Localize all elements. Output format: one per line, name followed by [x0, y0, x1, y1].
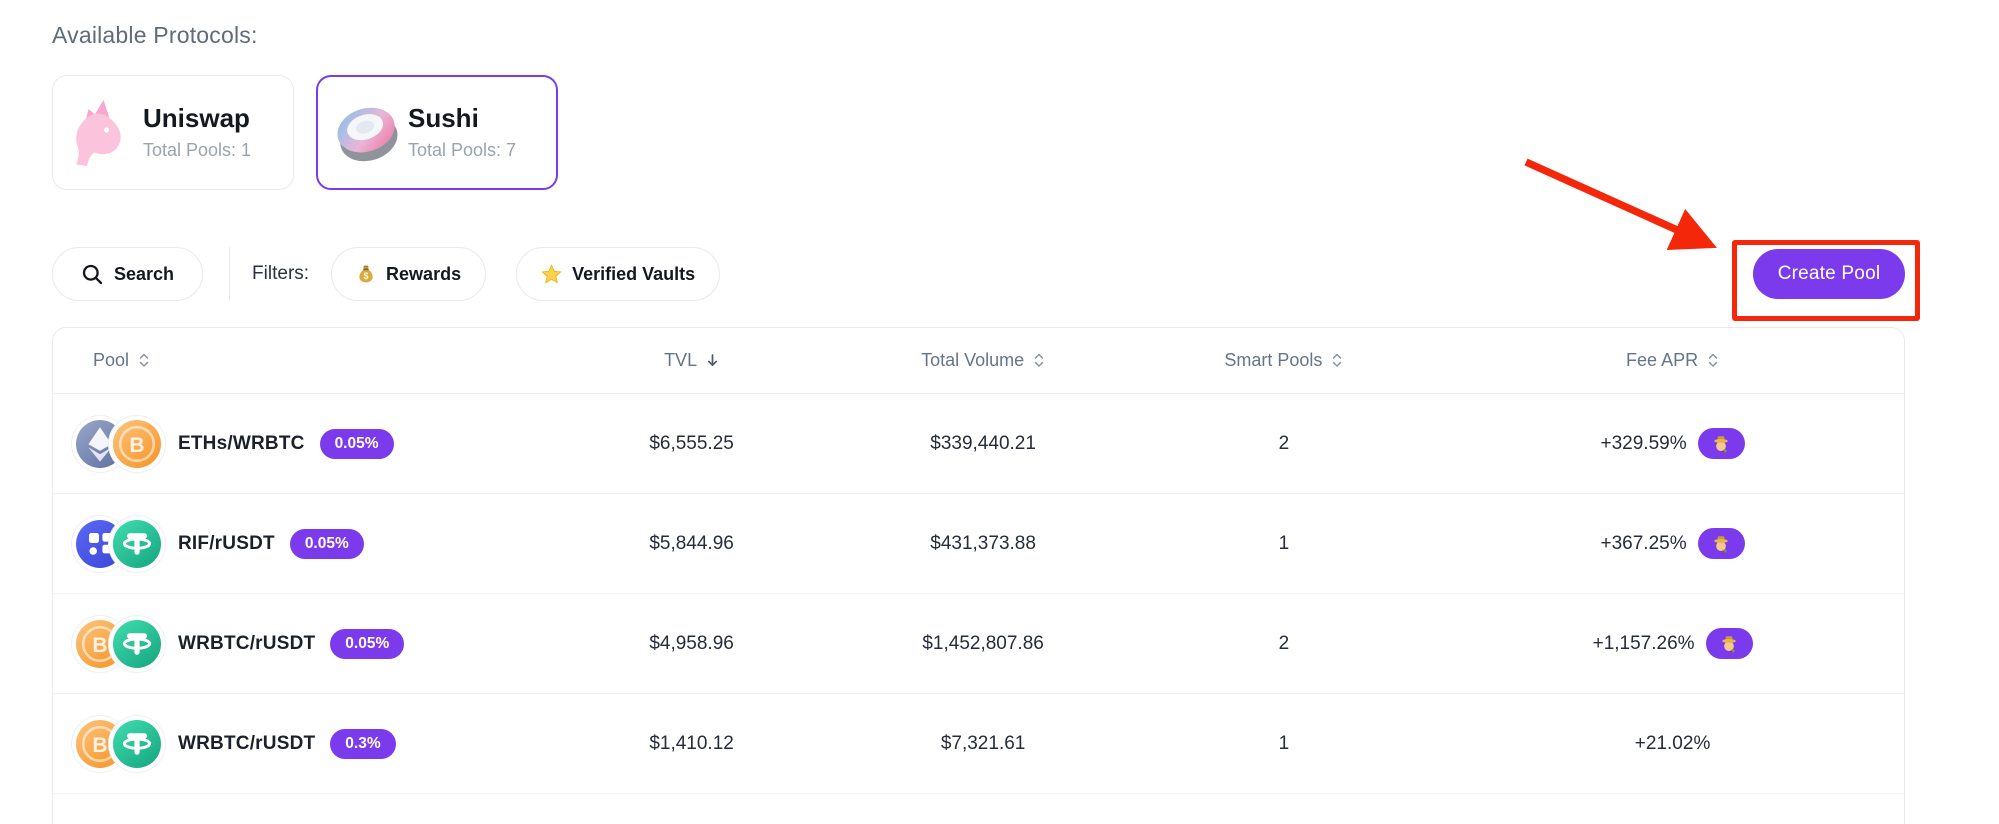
smart-pools-value: 1: [1278, 732, 1290, 754]
search-icon: [81, 263, 104, 286]
token-icon-b: B: [113, 619, 161, 668]
column-label: Fee APR: [1626, 350, 1699, 370]
protocol-total-pools: Total Pools: 7: [408, 139, 517, 160]
column-header-tvl[interactable]: TVL: [544, 350, 840, 371]
toolbar: Search Filters: $ Rewards Verified Vau: [52, 246, 1905, 302]
fee-tier-badge: 0.05%: [330, 628, 405, 659]
filter-verified-vaults-button[interactable]: Verified Vaults: [516, 247, 721, 301]
column-label: Smart Pools: [1224, 350, 1323, 370]
farming-farmer-badge: [1697, 528, 1745, 559]
table-body: B B ETHs/WRBTC 0.05% $6,555.25 $339,440.…: [53, 394, 1904, 794]
svg-text:B: B: [92, 634, 107, 657]
sort-chevrons-icon: [1033, 353, 1045, 368]
column-label: TVL: [664, 350, 698, 370]
farming-farmer-badge: [1697, 428, 1745, 459]
pools-page: Available Protocols: Uniswap Total Pools…: [52, 0, 1905, 824]
token-icon-a: B: [76, 619, 124, 668]
svg-text:B: B: [92, 734, 107, 757]
pool-pair-label: RIF/rUSDT: [178, 532, 275, 554]
pool-row[interactable]: B B WRBTC/rUSDT 0.05% $4,958.96 $1,452,8…: [53, 594, 1904, 694]
token-icon-b: B: [113, 719, 161, 768]
pool-pair-label: WRBTC/rUSDT: [178, 632, 316, 654]
fee-apr-value: +367.25%: [1600, 532, 1687, 554]
svg-text:$: $: [364, 271, 369, 281]
fee-apr-value: +21.02%: [1634, 732, 1711, 754]
money-bag-icon: $: [356, 264, 376, 284]
fee-tier-badge: 0.3%: [330, 728, 396, 759]
toolbar-divider: [229, 247, 231, 301]
tvl-value: $5,844.96: [649, 532, 734, 554]
smart-pools-value: 2: [1278, 432, 1290, 454]
pool-row[interactable]: B B WRBTC/rUSDT 0.3% $1,410.12 $7,321.61…: [53, 694, 1904, 794]
search-label: Search: [114, 263, 175, 284]
pool-row[interactable]: B B ETHs/WRBTC 0.05% $6,555.25 $339,440.…: [53, 394, 1904, 494]
pools-table: Pool TVL Total Volume Smart Pools: [52, 327, 1905, 824]
token-icon-b: B: [113, 419, 161, 468]
sushi-roll-icon: [326, 90, 408, 176]
total-volume-value: $339,440.21: [930, 432, 1036, 454]
tvl-value: $1,410.12: [649, 732, 734, 754]
create-pool-button[interactable]: Create Pool: [1753, 249, 1905, 299]
column-label: Pool: [93, 350, 130, 370]
table-header-row: Pool TVL Total Volume Smart Pools: [53, 328, 1904, 394]
filters-label: Filters:: [252, 263, 310, 284]
pool-pair-label: ETHs/WRBTC: [178, 432, 305, 454]
filter-rewards-button[interactable]: $ Rewards: [331, 247, 487, 301]
column-header-smart-pools[interactable]: Smart Pools: [1127, 350, 1442, 371]
protocol-total-pools: Total Pools: 1: [143, 139, 252, 160]
column-header-total-volume[interactable]: Total Volume: [840, 350, 1127, 371]
search-button[interactable]: Search: [52, 247, 204, 301]
fee-tier-badge: 0.05%: [319, 428, 394, 459]
fee-tier-badge: 0.05%: [289, 528, 364, 559]
token-icon-b: B: [113, 519, 161, 568]
column-label: Total Volume: [921, 350, 1025, 370]
protocol-card-uniswap[interactable]: Uniswap Total Pools: 1: [52, 75, 294, 190]
column-header-pool[interactable]: Pool: [53, 350, 544, 371]
smart-pools-value: 2: [1278, 632, 1290, 654]
column-header-fee-apr[interactable]: Fee APR: [1441, 350, 1904, 371]
sort-chevrons-icon: [1707, 353, 1719, 368]
pool-pair-label: WRBTC/rUSDT: [178, 732, 316, 754]
sort-chevrons-icon: [138, 353, 150, 368]
total-volume-value: $431,373.88: [930, 532, 1036, 554]
fee-apr-value: +329.59%: [1600, 432, 1687, 454]
sort-chevrons-icon: [1331, 353, 1343, 368]
tvl-value: $4,958.96: [649, 632, 734, 654]
fee-apr-value: +1,157.26%: [1592, 632, 1695, 654]
smart-pools-value: 1: [1278, 532, 1290, 554]
svg-text:B: B: [129, 434, 144, 457]
unicorn-icon: [61, 90, 143, 176]
star-icon: [541, 263, 562, 285]
protocol-list: Uniswap Total Pools: 1: [52, 75, 1905, 190]
total-volume-value: $7,321.61: [940, 732, 1026, 754]
tvl-value: $6,555.25: [649, 432, 734, 454]
sort-desc-arrow-icon: [706, 353, 719, 368]
farming-farmer-badge: [1705, 628, 1753, 659]
protocol-name: Sushi: [408, 103, 479, 134]
rewards-label: Rewards: [386, 263, 462, 284]
verified-vaults-label: Verified Vaults: [572, 263, 696, 284]
protocol-card-sushi[interactable]: Sushi Total Pools: 7: [316, 75, 558, 190]
total-volume-value: $1,452,807.86: [922, 632, 1044, 654]
pool-row[interactable]: B B RIF/rUSDT 0.05% $5,844.96 $431,373.8…: [53, 494, 1904, 594]
page-title: Available Protocols:: [52, 22, 258, 48]
protocol-name: Uniswap: [143, 103, 250, 134]
